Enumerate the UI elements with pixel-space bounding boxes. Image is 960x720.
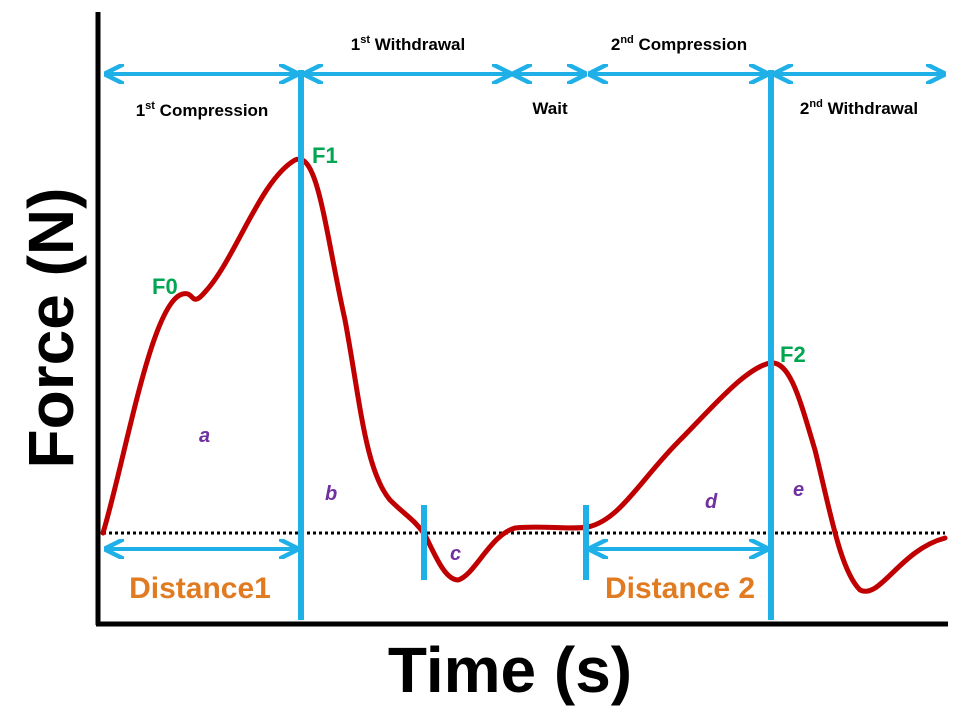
phase-label-1st-withdrawal: 1st Withdrawal xyxy=(351,34,466,54)
point-label-f1: F1 xyxy=(312,143,338,168)
region-label-e: e xyxy=(793,479,804,501)
phase-label-1st-compression: 1st Compression xyxy=(136,100,269,120)
point-label-f0: F0 xyxy=(152,274,178,299)
distance-label-1: Distance1 xyxy=(129,572,271,605)
phase-label-2nd-compression: 2nd Compression xyxy=(611,34,747,54)
phase-label-2nd-withdrawal: 2nd Withdrawal xyxy=(800,98,918,118)
point-label-f2: F2 xyxy=(780,342,806,367)
distance-label-2: Distance 2 xyxy=(605,572,755,605)
region-label-a: a xyxy=(199,425,210,447)
y-axis-title: Force (N) xyxy=(15,188,87,469)
region-label-b: b xyxy=(325,483,337,505)
region-label-d: d xyxy=(705,491,718,513)
region-label-c: c xyxy=(450,543,461,565)
phase-label-wait: Wait xyxy=(532,99,568,118)
force-curve xyxy=(100,156,948,594)
x-axis-title: Time (s) xyxy=(388,634,632,706)
